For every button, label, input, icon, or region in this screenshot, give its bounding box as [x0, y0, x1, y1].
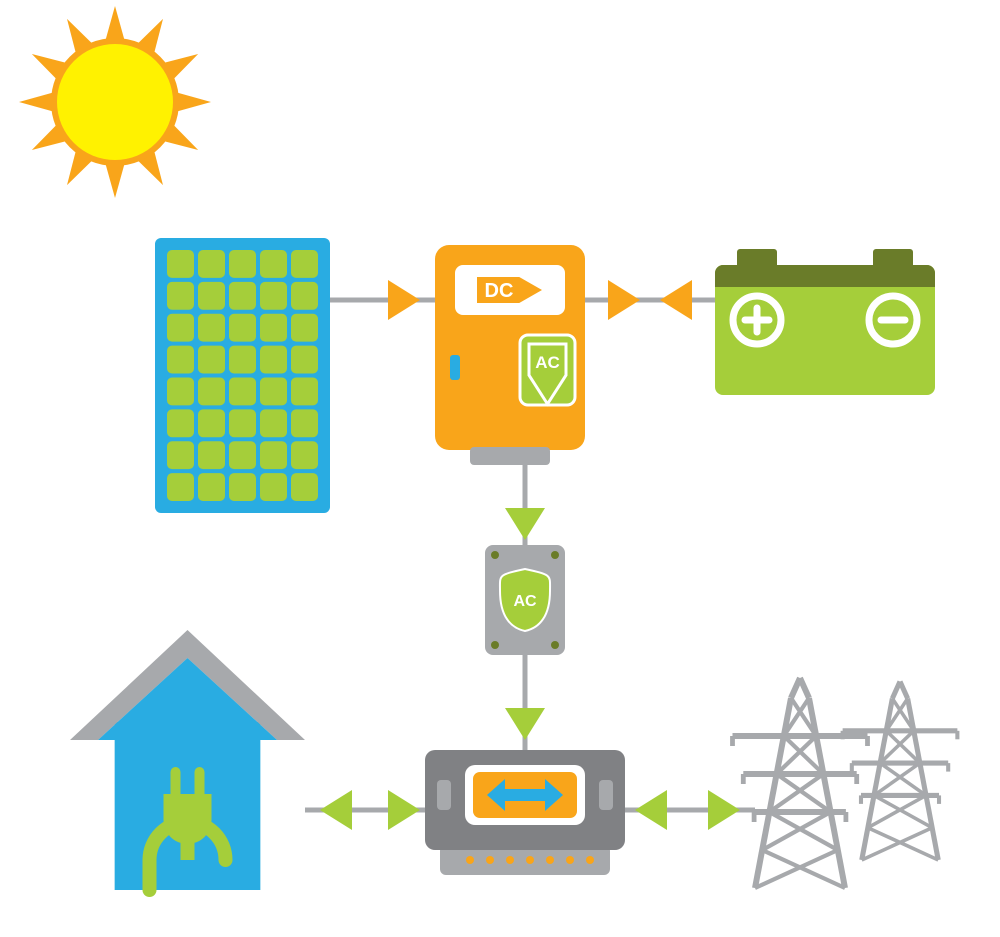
house-icon — [70, 630, 305, 890]
inverter-icon: DC AC — [435, 245, 585, 465]
power-towers-icon — [733, 678, 958, 888]
meter-icon — [425, 750, 625, 875]
battery-icon — [715, 249, 935, 395]
protection-ac-label: AC — [513, 593, 537, 610]
sun-icon — [19, 6, 211, 198]
inverter-ac-label: AC — [535, 353, 560, 372]
solar-system-diagram: DC AC AC — [0, 0, 1000, 937]
ac-protection-icon: AC — [485, 545, 565, 655]
solar-panel-icon — [155, 238, 330, 513]
dc-label: DC — [485, 280, 514, 302]
